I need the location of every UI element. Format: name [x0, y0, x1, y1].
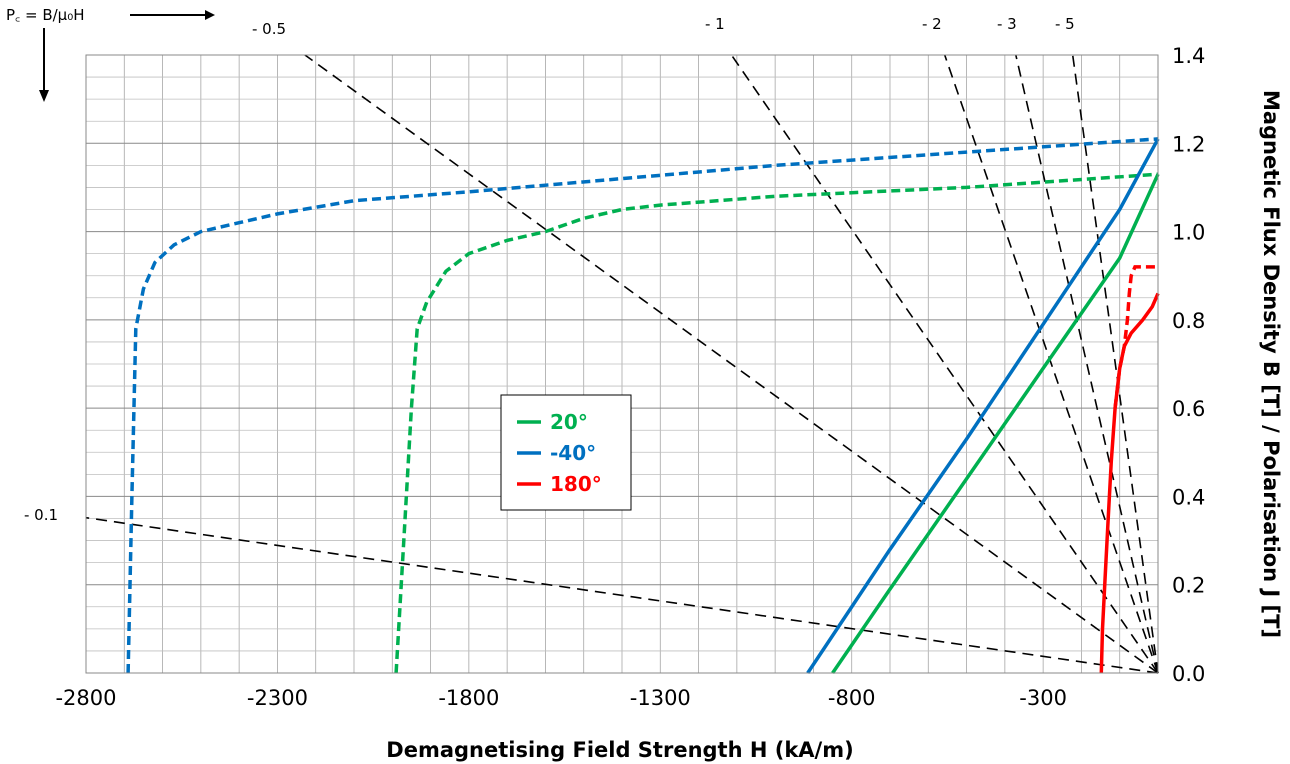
permeance-line	[1071, 54, 1159, 674]
y-tick-label: 0.0	[1172, 662, 1205, 686]
permeance-title: P꜀ = B/μ₀H	[6, 6, 85, 24]
curve-flux-density-20°	[831, 173, 1160, 674]
y-tick-label: 0.6	[1172, 397, 1205, 421]
curves	[126, 137, 1160, 674]
x-tick-label: -300	[1019, 686, 1067, 710]
permeance-label: - 3	[997, 15, 1017, 33]
curve-flux-density-180°	[1099, 292, 1160, 674]
x-tick-label: -1300	[630, 686, 691, 710]
grid	[85, 54, 1159, 674]
permeance-line	[943, 54, 1159, 674]
y-axis-title: Magnetic Flux Density B [T] / Polarisati…	[1259, 90, 1283, 638]
permeance-label: - 5	[1055, 15, 1075, 33]
x-tick-labels: -2800 -2300 -1800 -1300 -800 -300	[55, 686, 1066, 710]
legend-label: -40°	[550, 441, 596, 465]
legend: 20° -40° 180°	[500, 394, 632, 511]
x-tick-label: -800	[828, 686, 876, 710]
arrow-down-icon	[39, 90, 49, 102]
x-tick-label: -1800	[438, 686, 499, 710]
permeance-line	[1015, 54, 1159, 674]
arrow-right-icon	[205, 10, 215, 20]
legend-label: 180°	[550, 472, 602, 496]
permeance-line	[85, 516, 1159, 674]
y-tick-label: 1.2	[1172, 132, 1205, 156]
curve-polarisation--40°	[126, 137, 1159, 674]
y-tick-label: 0.4	[1172, 485, 1205, 509]
permeance-line	[304, 54, 1159, 674]
x-tick-label: -2300	[247, 686, 308, 710]
permeance-lines	[85, 54, 1159, 674]
permeance-label: - 1	[705, 15, 725, 33]
curve-polarisation-20°	[394, 172, 1159, 674]
y-tick-label: 0.2	[1172, 574, 1205, 598]
curve-polarisation-180°	[1113, 265, 1158, 409]
legend-label: 20°	[550, 410, 588, 434]
permeance-label: - 2	[922, 15, 942, 33]
y-tick-labels: 0.0 0.2 0.4 0.6 0.8 1.0 1.2 1.4	[1172, 44, 1205, 686]
x-tick-label: -2800	[55, 686, 116, 710]
plot-frame	[85, 54, 1159, 674]
curve-flux-density--40°	[806, 138, 1160, 674]
y-tick-label: 1.0	[1172, 221, 1205, 245]
y-tick-label: 0.8	[1172, 309, 1205, 333]
permeance-label: - 0.1	[24, 506, 58, 524]
permeance-labels: - 0.1 - 0.5 - 1 - 2 - 3 - 5	[24, 15, 1075, 524]
x-axis-title: Demagnetising Field Strength H (kA/m)	[386, 738, 853, 762]
y-tick-label: 1.4	[1172, 44, 1205, 68]
permeance-label: - 0.5	[252, 20, 286, 38]
